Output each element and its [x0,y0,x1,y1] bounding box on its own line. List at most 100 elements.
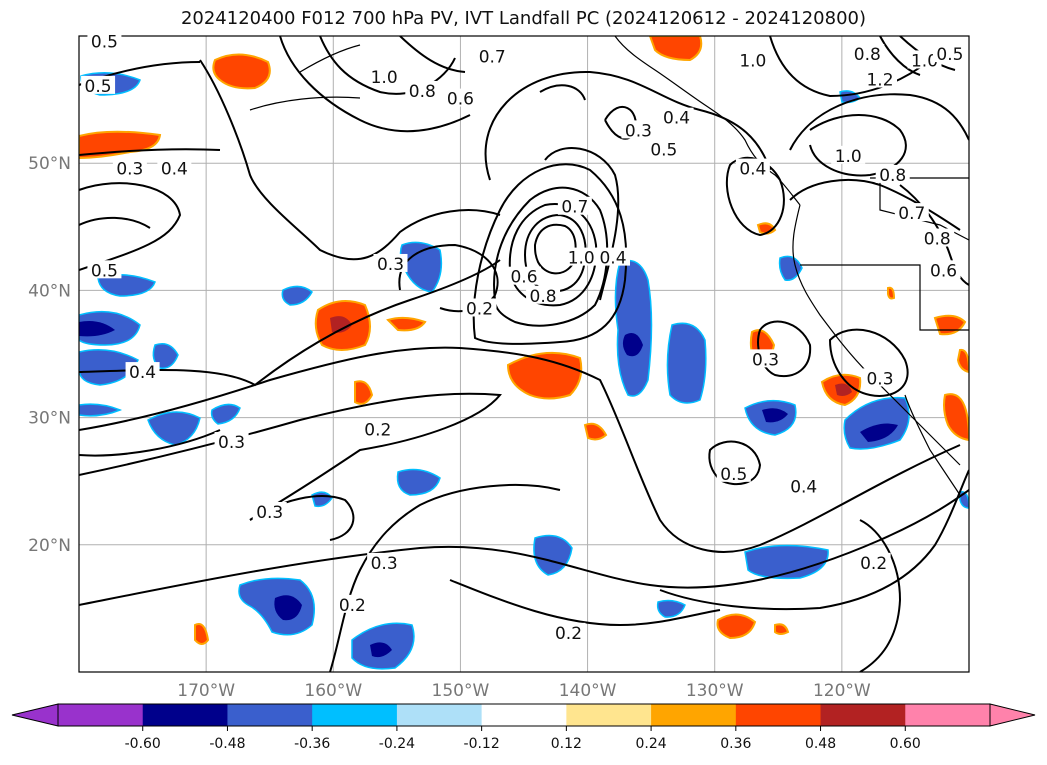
neg-blob [533,534,573,576]
contour-label: 0.2 [466,299,493,319]
contour-label-bg [507,266,541,285]
neg-blob [666,322,707,404]
coastlines [249,36,969,496]
contour-label-bg [551,622,586,641]
contour-label-bg [932,44,967,63]
contour-label: 0.8 [530,287,557,307]
lon-tick-label: 130°W [686,681,744,701]
colorbar-segment [735,704,822,726]
contour-line [899,184,969,286]
colorbar-tick-label: 0.12 [551,736,582,752]
pos-blob [79,130,162,160]
shading-negative [79,72,969,670]
contour-line [79,182,182,271]
contour-label: 0.2 [860,554,887,574]
pos-blob [648,36,703,62]
colorbar-tick-label: -0.48 [209,736,245,752]
neg-blob [281,285,313,306]
lon-tick-label: 170°W [177,681,235,701]
contour-label-bg [786,476,821,495]
contour-label: 0.5 [650,140,677,160]
contour-label-bg [214,432,249,451]
contour-label: 0.3 [866,369,893,389]
contour-line [769,36,931,98]
contour-label: 0.7 [479,48,506,68]
contour-label-bg [81,75,116,94]
neg-blob [744,544,829,580]
colorbar-segment [142,704,229,726]
gridlines [79,36,969,672]
lat-tick-label: 40°N [28,281,71,301]
coastline [904,394,961,496]
lat-tick-label: 30°N [28,409,71,429]
contour-label-bg [735,50,770,69]
lon-tick-label: 140°W [559,681,617,701]
lon-tick-labels: 170°W 160°W 150°W 140°W 130°W 120°W [177,681,871,701]
contour-label-bg [564,247,599,266]
contour-label-bg [850,44,885,63]
contour-label-bg [373,253,408,272]
contour-label-bg [863,69,897,88]
contour-label-bg [646,139,681,158]
contour-label: 1.0 [911,51,938,71]
colorbar-tick-label: 0.60 [890,736,921,752]
map-panel [79,36,969,672]
contour-label: 0.6 [447,90,474,110]
coastline [614,36,801,206]
contour-label-bg [367,552,402,571]
contour-label-bg [557,196,592,215]
colorbar-extend-low [11,703,59,727]
colorbar-segment [820,704,907,726]
contour-label-bg [926,260,961,279]
contour-line [809,114,907,177]
contour-line [399,36,466,73]
colorbar-segment [481,704,568,726]
contour-line [484,70,771,181]
contour-label: 0.4 [739,160,766,180]
contour-label: 0.5 [720,465,747,485]
lat-tick-label: 50°N [28,154,71,174]
contour-label: 0.8 [409,82,436,102]
contour-label: 0.3 [371,554,398,574]
pos-blob [212,53,271,90]
contour-label-bg [335,594,370,613]
pos-blob [386,316,427,332]
contour-label: 0.3 [256,503,283,523]
contour-label-bg [462,298,497,317]
coastline [792,204,961,466]
contour-line [79,489,969,606]
contour-line [659,469,969,611]
contour-label: 0.3 [218,433,245,453]
neg-blob [79,349,139,386]
contour-label: 0.3 [116,160,143,180]
map-frame [78,35,970,673]
lat-tick-labels: 50°N 40°N 30°N 20°N [28,154,71,556]
contour-label: 0.5 [91,32,118,52]
contour-line [79,392,502,521]
pos-blob [194,623,210,645]
lon-tick-label: 150°W [432,681,490,701]
neg-blob [351,622,415,670]
contour-line [79,429,221,457]
contour-label-bg [475,46,510,65]
lon-tick-label: 160°W [304,681,362,701]
colorbar-tick-label: -0.24 [379,736,415,752]
contour-label: 1.0 [568,249,595,269]
neg-blob [656,599,686,618]
contour-label: 0.4 [599,249,626,269]
lat-tick-label: 20°N [28,536,71,556]
contour-label-bg [596,247,630,266]
colorbar: -0.60 -0.48 -0.36 -0.24 -0.12 0.12 0.24 0.36 0.4… [11,703,1036,752]
contour-label-bg [112,158,147,177]
contour-label: 0.6 [930,261,957,281]
colorbar-segment [566,704,653,726]
contour-label: 0.4 [790,478,817,498]
colorbar-segment [227,704,314,726]
neg-blob [210,403,241,425]
contour-line [828,328,909,397]
contour-label: 0.3 [625,121,652,141]
contour-label: 0.2 [364,420,391,440]
contour-label-bg [856,552,891,571]
neg-blob [238,577,315,636]
